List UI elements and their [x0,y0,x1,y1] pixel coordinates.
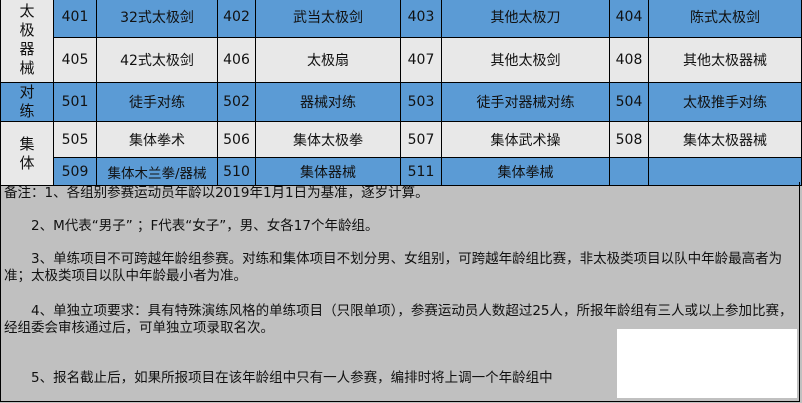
category-group: 集体 [0,121,54,186]
event-name: 集体器械 [255,157,401,186]
event-code: 508 [609,121,649,158]
event-name: 太极推手对练 [648,82,802,122]
event-code: 504 [609,82,649,122]
event-code: 510 [217,157,256,186]
event-name [648,157,802,186]
notes-section: 备注：1、各组别参赛运动员年龄以2019年1月1日为基准，逐岁计算。 2、M代表… [0,182,800,402]
white-overlay [617,329,797,398]
event-code [609,157,649,186]
event-name: 集体武术操 [441,121,610,158]
event-code: 511 [400,157,442,186]
event-name: 集体拳术 [96,121,218,158]
event-code: 408 [609,37,649,83]
event-name: 器械对练 [255,82,401,122]
event-name: 集体太极器械 [648,121,802,158]
event-code: 401 [53,0,97,38]
table-row: 太极器械 401 32式太极剑 402 武当太极剑 403 其他太极刀 404 陈式太极… [0,0,802,83]
event-code: 404 [609,0,649,38]
event-code: 506 [217,121,256,158]
event-name: 32式太极剑 [96,0,218,38]
event-name: 武当太极剑 [255,0,401,38]
events-table: 太极器械 401 32式太极剑 402 武当太极剑 403 其他太极刀 404 陈式太极… [0,0,802,186]
table-row: 509 集体木兰拳/器械 510 集体器械 511 集体拳械 [1,157,802,186]
event-code: 406 [217,37,256,83]
event-code: 407 [400,37,442,83]
event-name: 42式太极剑 [96,37,218,83]
event-name: 太极扇 [255,37,401,83]
event-code: 509 [53,157,97,186]
note-2: 2、M代表“男子” ；F代表“女子”，男、女各17个年龄组。 [31,218,379,234]
event-name: 徒手对练 [96,82,218,122]
event-name: 其他太极刀 [441,0,610,38]
note-4: 4、单独立项要求：具有特殊演练风格的单练项目（只限单项），参赛运动员人数超过25… [4,303,793,336]
event-code: 501 [53,82,97,122]
event-code: 403 [400,0,442,38]
event-code: 402 [217,0,256,38]
event-code: 507 [400,121,442,158]
note-3: 3、单练项目不可跨越年龄组参赛。对练和集体项目不划分男、女组别，可跨越年龄组比赛… [4,251,783,284]
table-row: 集体 505 集体拳术 506 集体太极拳 507 集体武术操 508 集体太极器械 [0,121,802,186]
event-code: 503 [400,82,442,122]
category-duilian: 对练 [0,82,54,122]
table-row: 405 42式太极剑 406 太极扇 407 其他太极剑 408 其他太极器械 [1,37,802,83]
note-5: 5、报名截止后，如果所报项目在该年龄组中只有一人参赛，编排时将上调一个年龄组中 [31,370,553,386]
note-1: 备注：1、各组别参赛运动员年龄以2019年1月1日为基准，逐岁计算。 [4,185,429,201]
event-name: 其他太极剑 [441,37,610,83]
event-name: 其他太极器械 [648,37,802,83]
category-taiji-weapons: 太极器械 [0,0,54,83]
event-name: 陈式太极剑 [648,0,802,38]
event-code: 502 [217,82,256,122]
event-name: 集体太极拳 [255,121,401,158]
event-name: 徒手对器械对练 [441,82,610,122]
table-row: 对练 501 徒手对练 502 器械对练 503 徒手对器械对练 504 太极推手对练 [0,82,802,122]
event-code: 505 [53,121,97,158]
event-code: 405 [53,37,97,83]
event-name: 集体拳械 [441,157,610,186]
